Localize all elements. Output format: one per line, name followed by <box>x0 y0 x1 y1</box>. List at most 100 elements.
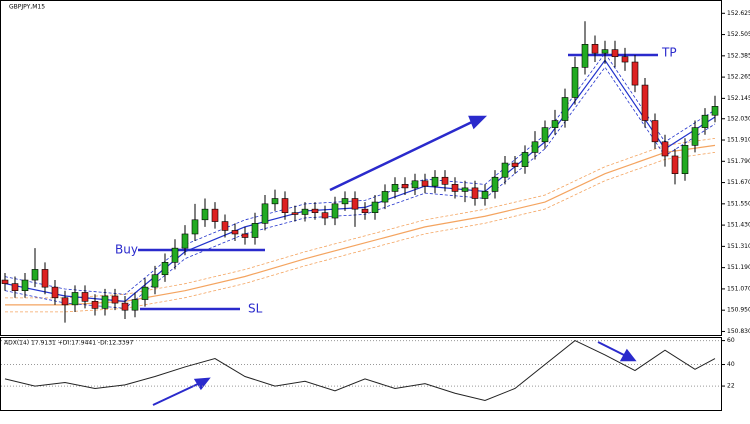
candle-body <box>341 198 349 205</box>
candle-body <box>561 97 569 121</box>
candle-body <box>261 203 269 224</box>
y-tick-label: 152.385 <box>727 52 750 59</box>
candle-body <box>101 295 109 309</box>
overlay-band <box>4 52 716 295</box>
candle-body <box>131 299 139 311</box>
candle-body <box>361 208 369 213</box>
y-tick-label: 151.910 <box>727 137 750 144</box>
candle-body <box>551 120 559 128</box>
candle-body <box>351 198 359 210</box>
y-tick-label: 150.830 <box>727 328 750 335</box>
candle-body <box>671 155 679 175</box>
candle-body <box>401 184 409 189</box>
adx-title: ADX(14) 17.9131 +DI:17.9441 -DI:12.3397 <box>4 340 134 347</box>
candle-body <box>611 49 619 58</box>
candle-body <box>541 127 549 143</box>
candle-body <box>271 198 279 205</box>
candle-body <box>681 145 689 175</box>
candle-body <box>61 297 69 306</box>
candle-body <box>441 176 449 185</box>
candle-body <box>471 187 479 199</box>
candle-body <box>291 212 299 215</box>
candle-body <box>581 44 589 68</box>
candle-body <box>371 201 379 213</box>
candle-body <box>501 162 509 178</box>
candle-body <box>321 212 329 219</box>
sl-label: SL <box>248 302 263 316</box>
adx-panel <box>0 337 722 411</box>
candle-body <box>31 269 39 281</box>
y-tick-label: 152.625 <box>727 10 750 17</box>
y-tick-label: 40 <box>727 361 735 368</box>
candle-body <box>481 191 489 199</box>
candle-body <box>1 279 9 284</box>
candle-body <box>211 208 219 222</box>
candle-body <box>71 292 79 306</box>
candle-body <box>91 301 99 309</box>
candle-body <box>231 230 239 235</box>
candle-body <box>391 184 399 192</box>
candle-body <box>641 84 649 121</box>
y-tick-label: 151.310 <box>727 243 750 250</box>
candle-body <box>111 295 119 304</box>
candle-body <box>461 187 469 192</box>
annotation-lines <box>138 53 658 406</box>
candle-body <box>701 114 709 128</box>
candle-body <box>591 44 599 54</box>
candle-body <box>281 198 289 213</box>
tp-label: TP <box>661 46 677 60</box>
candle-body <box>301 208 309 215</box>
buy-label: Buy <box>115 243 138 257</box>
candle-body <box>11 283 19 291</box>
candle-body <box>221 221 229 231</box>
candle-body <box>621 56 629 63</box>
candle-body <box>121 302 129 311</box>
candle-body <box>631 61 639 86</box>
candle-body <box>191 219 199 235</box>
arrow-head <box>193 377 211 391</box>
y-tick-label: 151.070 <box>727 285 750 292</box>
candle-body <box>431 176 439 187</box>
candle-body <box>241 233 249 238</box>
y-tick-label: 150.950 <box>727 307 750 314</box>
y-tick-label: 151.430 <box>727 222 750 229</box>
candle-body <box>511 162 519 167</box>
candle-body <box>651 120 659 143</box>
candle-body <box>521 152 529 167</box>
trend-arrow <box>329 120 473 192</box>
candle-body <box>51 286 59 299</box>
y-tick-label: 151.670 <box>727 179 750 186</box>
y-tick-label: 151.790 <box>727 158 750 165</box>
candle-body <box>491 176 499 192</box>
candle-body <box>81 292 89 302</box>
candle-body <box>331 203 339 219</box>
candle-body <box>251 223 259 238</box>
candle-body <box>691 127 699 146</box>
candle-body <box>421 180 429 187</box>
adx-arrow-up <box>152 382 201 406</box>
candle-body <box>141 286 149 300</box>
candle-body <box>571 67 579 98</box>
y-tick-label: 152.145 <box>727 95 750 102</box>
candle-body <box>311 208 319 213</box>
candle-body <box>201 208 209 221</box>
y-tick-label: 152.030 <box>727 115 750 122</box>
y-tick-label: 22 <box>727 383 735 390</box>
y-tick-label: 151.190 <box>727 264 750 271</box>
arrow-head <box>619 348 637 362</box>
main-panel <box>0 0 722 336</box>
y-tick-label: 152.505 <box>727 31 750 38</box>
candle-body <box>161 262 169 276</box>
candle-body <box>181 233 189 249</box>
candle-body <box>151 274 159 288</box>
candle-body <box>661 141 669 157</box>
candle-body <box>411 180 419 189</box>
y-tick-label: 152.265 <box>727 74 750 81</box>
adx-line <box>4 340 716 401</box>
candle-body <box>711 106 719 116</box>
arrow-head <box>468 115 488 130</box>
y-tick-label: 60 <box>727 337 735 344</box>
candle-body <box>381 191 389 203</box>
candle-body <box>41 269 49 288</box>
